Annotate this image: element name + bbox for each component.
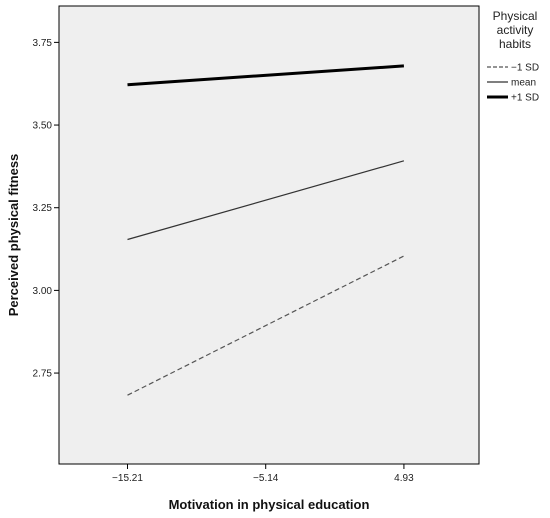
x-axis-title: Motivation in physical education bbox=[169, 497, 370, 512]
legend-label: −1 SD bbox=[511, 63, 539, 74]
x-tick-label: −15.21 bbox=[112, 473, 143, 484]
y-tick-label: 3.50 bbox=[33, 121, 53, 132]
y-tick-label: 3.75 bbox=[33, 38, 53, 49]
legend-title: activity bbox=[497, 23, 534, 37]
plot-area bbox=[58, 5, 480, 465]
y-tick-label: 2.75 bbox=[33, 369, 53, 380]
series-line bbox=[127, 64, 405, 87]
x-tick-label: 4.93 bbox=[394, 473, 414, 484]
legend-title: Physical bbox=[493, 9, 538, 23]
y-axis: 2.75 3.00 3.25 3.50 3.75 bbox=[33, 38, 59, 380]
legend-label: mean bbox=[511, 78, 536, 89]
series-line bbox=[127, 160, 405, 241]
y-tick-label: 3.25 bbox=[33, 203, 53, 214]
x-axis: −15.21 −5.14 4.93 bbox=[112, 464, 414, 484]
x-tick-label: −5.14 bbox=[253, 473, 279, 484]
y-tick-label: 3.00 bbox=[33, 286, 53, 297]
series-line bbox=[127, 255, 405, 396]
y-axis-title: Perceived physical fitness bbox=[6, 154, 21, 317]
legend-label: +1 SD bbox=[511, 93, 539, 104]
legend-title: habits bbox=[499, 37, 531, 51]
series-layer bbox=[127, 64, 405, 396]
